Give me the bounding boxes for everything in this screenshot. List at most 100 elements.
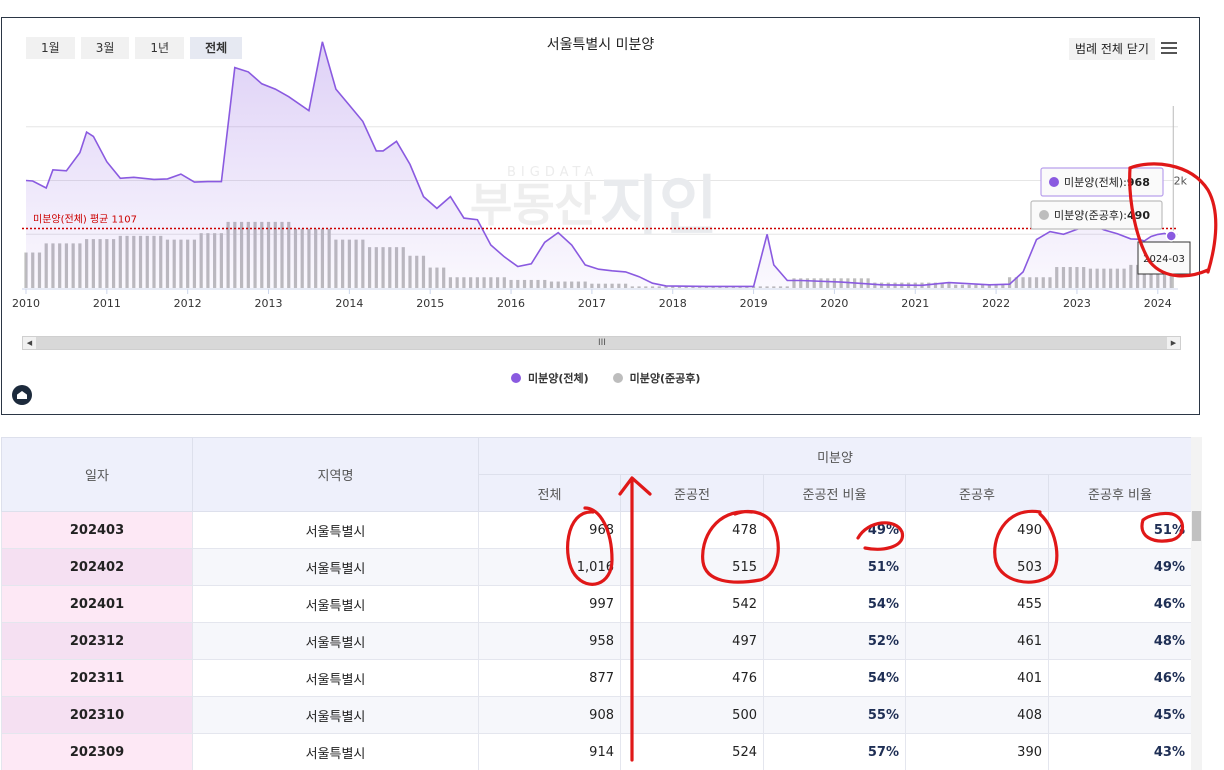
cell-total: 1,016 xyxy=(478,548,621,586)
watermark-name-2: 지인 xyxy=(600,170,718,244)
table-scrollbar[interactable] xyxy=(1191,437,1202,770)
cell-before: 515 xyxy=(620,548,764,586)
cell-region: 서울특별시 xyxy=(192,511,479,549)
cell-after-ratio: 43% xyxy=(1047,733,1193,770)
x-tick-label: 2023 xyxy=(1063,297,1091,310)
tooltip-total-dot-icon xyxy=(1049,177,1059,187)
table-row[interactable]: 202310 서울특별시 908 500 55% 408 45% xyxy=(1,696,1193,734)
cell-after: 455 xyxy=(905,585,1049,623)
header-date[interactable]: 일자 xyxy=(1,437,193,512)
scroll-left-arrow-icon[interactable]: ◀ xyxy=(23,337,36,349)
cell-after: 390 xyxy=(905,733,1049,770)
cell-before-ratio: 57% xyxy=(763,733,906,770)
cell-before: 476 xyxy=(620,659,764,697)
x-tick-label: 2021 xyxy=(901,297,929,310)
table-row[interactable]: 202401 서울특별시 997 542 54% 455 46% xyxy=(1,585,1193,623)
cell-before-ratio: 55% xyxy=(763,696,906,734)
watermark-name-1: 부동산 xyxy=(470,178,597,232)
table-row[interactable]: 202312 서울특별시 958 497 52% 461 48% xyxy=(1,622,1193,660)
header-before-ratio[interactable]: 준공전 비율 xyxy=(763,474,906,512)
average-line-label: 미분양(전체) 평균 1107 xyxy=(33,213,137,225)
x-tick-label: 2024 xyxy=(1144,297,1172,310)
cell-after: 503 xyxy=(905,548,1049,586)
cell-before: 542 xyxy=(620,585,764,623)
cell-before-ratio: 52% xyxy=(763,622,906,660)
legend-item-after[interactable]: 미분양(준공후) xyxy=(612,370,701,386)
cell-region: 서울특별시 xyxy=(192,659,479,697)
cell-after: 490 xyxy=(905,511,1049,549)
x-tick-label: 2016 xyxy=(497,297,525,310)
header-before[interactable]: 준공전 xyxy=(620,474,764,512)
header-group-unsold: 미분양 xyxy=(477,437,1193,475)
cell-before: 478 xyxy=(620,511,764,549)
tooltip-date: 2024-03 xyxy=(1143,254,1185,265)
legend-item-total[interactable]: 미분양(전체) xyxy=(511,370,589,386)
cell-after: 401 xyxy=(905,659,1049,697)
cell-date: 202403 xyxy=(1,511,193,549)
cell-date: 202310 xyxy=(1,696,193,734)
cell-before: 497 xyxy=(620,622,764,660)
y-tick-label: 2k xyxy=(1174,175,1188,188)
tooltip-total-text: 미분양(전체):968 xyxy=(1064,176,1150,189)
x-tick-label: 2013 xyxy=(255,297,283,310)
chart-title: 서울특별시 미분양 xyxy=(546,37,655,53)
header-after[interactable]: 준공후 xyxy=(905,474,1049,512)
series-total-line xyxy=(25,41,1172,288)
cell-before-ratio: 51% xyxy=(763,548,906,586)
cell-date: 202402 xyxy=(1,548,193,586)
scroll-grip-icon[interactable]: III xyxy=(598,338,606,348)
tooltip-after-dot-icon xyxy=(1039,210,1049,220)
cell-after-ratio: 48% xyxy=(1047,622,1193,660)
hamburger-menu-icon[interactable] xyxy=(1161,42,1177,55)
table-scrollbar-thumb[interactable] xyxy=(1192,511,1201,541)
x-tick-label: 2019 xyxy=(740,297,768,310)
table-row[interactable]: 202309 서울특별시 914 524 57% 390 43% xyxy=(1,733,1193,770)
cell-region: 서울특별시 xyxy=(192,622,479,660)
cell-date: 202311 xyxy=(1,659,193,697)
legend-close-all-button[interactable]: 범례 전체 닫기 xyxy=(1069,38,1155,60)
cell-total: 908 xyxy=(478,696,621,734)
legend-label-after: 미분양(준공후) xyxy=(629,372,701,385)
header-region[interactable]: 지역명 xyxy=(192,437,479,512)
cell-region: 서울특별시 xyxy=(192,733,479,770)
table-row[interactable]: 202402 서울특별시 1,016 515 51% 503 49% xyxy=(1,548,1193,586)
cell-after: 461 xyxy=(905,622,1049,660)
legend-dot-icon xyxy=(511,373,521,383)
range-3m-button[interactable]: 3월 xyxy=(80,37,130,59)
chart-navigator-scrollbar[interactable]: ◀ III ▶ xyxy=(22,336,1181,350)
cell-region: 서울특별시 xyxy=(192,548,479,586)
header-total[interactable]: 전체 xyxy=(478,474,621,512)
range-1y-button[interactable]: 1년 xyxy=(135,37,185,59)
chart-legend: 미분양(전체) 미분양(준공후) xyxy=(511,370,700,386)
series-total-area xyxy=(26,41,1172,288)
range-selector: 1월 3월 1년 전체 xyxy=(26,37,243,59)
cell-before-ratio: 49% xyxy=(763,511,906,549)
cell-date: 202401 xyxy=(1,585,193,623)
cell-before: 524 xyxy=(620,733,764,770)
table-row[interactable]: 202403 서울특별시 968 478 49% 490 51% xyxy=(1,511,1193,549)
table-row[interactable]: 202311 서울특별시 877 476 54% 401 46% xyxy=(1,659,1193,697)
range-all-button[interactable]: 전체 xyxy=(190,37,243,59)
x-tick-label: 2011 xyxy=(93,297,121,310)
range-1m-button[interactable]: 1월 xyxy=(26,37,75,59)
data-table: 일자 지역명 미분양 전체 준공전 준공전 비율 준공후 준공후 비율 2024… xyxy=(1,437,1193,770)
cell-after-ratio: 45% xyxy=(1047,696,1193,734)
header-after-ratio[interactable]: 준공후 비율 xyxy=(1047,474,1193,512)
x-tick-label: 2015 xyxy=(416,297,444,310)
cell-after: 408 xyxy=(905,696,1049,734)
cell-before-ratio: 54% xyxy=(763,659,906,697)
cell-after-ratio: 49% xyxy=(1047,548,1193,586)
cell-after-ratio: 46% xyxy=(1047,659,1193,697)
scroll-right-arrow-icon[interactable]: ▶ xyxy=(1167,337,1180,349)
x-tick-label: 2017 xyxy=(578,297,606,310)
cell-date: 202312 xyxy=(1,622,193,660)
cell-before: 500 xyxy=(620,696,764,734)
cell-after-ratio: 51% xyxy=(1047,511,1193,549)
point-marker xyxy=(1165,230,1178,242)
house-logo-icon[interactable] xyxy=(12,385,32,405)
x-tick-label: 2010 xyxy=(12,297,40,310)
cell-total: 997 xyxy=(478,585,621,623)
x-tick-label: 2014 xyxy=(335,297,363,310)
watermark-brand: BIGDATA xyxy=(507,165,598,180)
